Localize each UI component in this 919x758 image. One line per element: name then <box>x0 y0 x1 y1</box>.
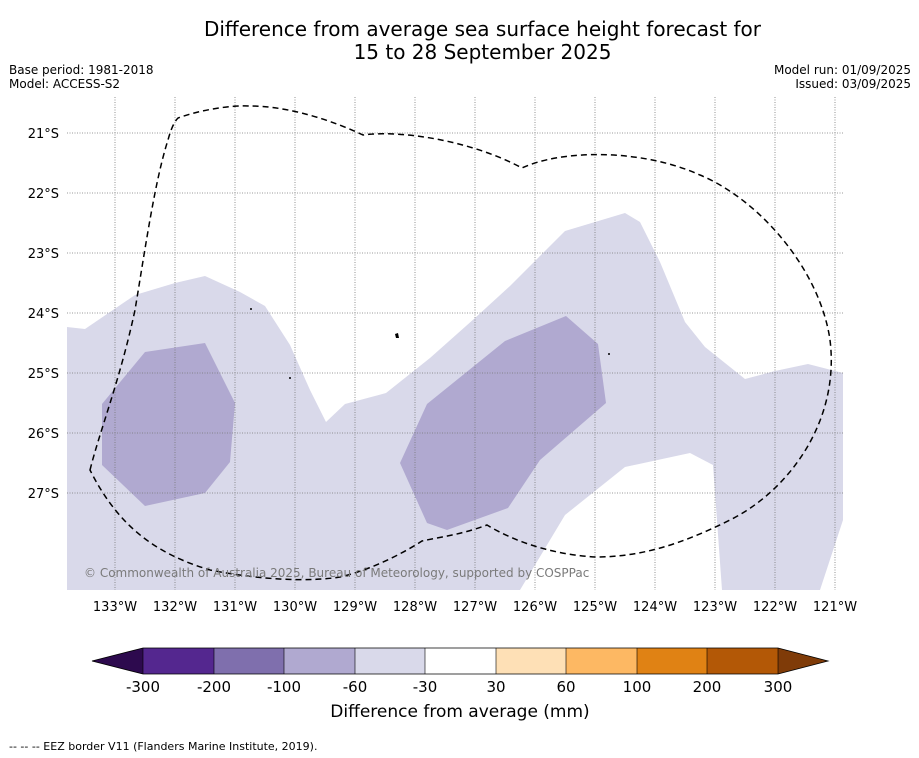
colorbar-label: Difference from average (mm) <box>330 702 590 722</box>
lon-label: 128°W <box>393 600 437 615</box>
colorbar-segment <box>355 648 425 674</box>
lat-label: 23°S <box>28 247 59 262</box>
anomaly-region-medium-central <box>400 316 606 530</box>
lon-label: 132°W <box>153 600 197 615</box>
colorbar-tick-label: -300 <box>126 678 160 696</box>
colorbar-extend-low <box>92 648 143 674</box>
colorbar-segment <box>496 648 566 674</box>
lon-label: 133°W <box>93 600 137 615</box>
lon-label: 121°W <box>813 600 857 615</box>
colorbar-tick-label: 60 <box>556 678 575 696</box>
colorbar-extend-high <box>778 648 828 674</box>
colorbar <box>91 647 830 675</box>
lon-label: 124°W <box>633 600 677 615</box>
island-marker <box>608 353 610 355</box>
lat-label: 21°S <box>28 127 59 142</box>
lon-label: 123°W <box>693 600 737 615</box>
colorbar-ticks: -300 -200 -100 -60 -30 30 60 100 200 300 <box>126 678 792 696</box>
lat-label: 24°S <box>28 307 59 322</box>
lat-label: 25°S <box>28 367 59 382</box>
eez-border <box>89 105 832 581</box>
colorbar-tick-label: -100 <box>267 678 301 696</box>
colorbar-segment <box>143 648 214 674</box>
forecast-field <box>67 213 843 590</box>
island-marker <box>250 308 252 310</box>
base-period: Base period: 1981-2018 <box>9 63 154 77</box>
lat-label: 26°S <box>28 427 59 442</box>
map-title: Difference from average sea surface heig… <box>140 18 825 64</box>
title-line-2: 15 to 28 September 2025 <box>353 40 612 64</box>
lon-label: 131°W <box>213 600 257 615</box>
gridlines <box>67 97 843 590</box>
colorbar-tick-label: -200 <box>197 678 231 696</box>
lat-axis-labels: 21°S 22°S 23°S 24°S 25°S 26°S 27°S <box>28 127 59 502</box>
eez-legend-note: -- -- -- EEZ border V11 (Flanders Marine… <box>9 740 318 753</box>
issued-date: Issued: 03/09/2025 <box>795 77 911 91</box>
copyright-watermark: © Commonwealth of Australia 2025, Bureau… <box>84 566 589 580</box>
colorbar-tick-label: -30 <box>413 678 438 696</box>
colorbar-segment <box>284 648 355 674</box>
island-marker <box>395 333 399 338</box>
meta-right: Model run: 01/09/2025 Issued: 03/09/2025 <box>774 63 911 91</box>
model-run: Model run: 01/09/2025 <box>773 63 911 77</box>
lat-label: 27°S <box>28 487 59 502</box>
island-marker <box>289 377 291 379</box>
colorbar-tick-label: 200 <box>693 678 722 696</box>
colorbar-tick-label: -60 <box>343 678 368 696</box>
lon-label: 129°W <box>333 600 377 615</box>
colorbar-dividers <box>142 648 779 674</box>
meta-left: Base period: 1981-2018 Model: ACCESS-S2 <box>9 63 154 91</box>
lon-axis-labels: 133°W 132°W 131°W 130°W 129°W 128°W 127°… <box>93 600 857 615</box>
title-line-1: Difference from average sea surface heig… <box>203 17 762 41</box>
colorbar-tick-label: 30 <box>486 678 505 696</box>
lat-label: 22°S <box>28 187 59 202</box>
colorbar-segment <box>566 648 637 674</box>
lon-label: 125°W <box>573 600 617 615</box>
lon-label: 127°W <box>453 600 497 615</box>
colorbar-tick-label: 100 <box>623 678 652 696</box>
colorbar-segment <box>637 648 707 674</box>
lon-label: 122°W <box>753 600 797 615</box>
anomaly-region-medium-west <box>102 343 235 506</box>
colorbar-segment <box>214 648 284 674</box>
colorbar-tick-label: 300 <box>764 678 793 696</box>
map-figure: 21°S 22°S 23°S 24°S 25°S 26°S 27°S 133°W… <box>28 97 857 696</box>
lon-label: 126°W <box>513 600 557 615</box>
lon-label: 130°W <box>273 600 317 615</box>
colorbar-segment <box>425 648 496 674</box>
colorbar-segment <box>707 648 778 674</box>
model-name: Model: ACCESS-S2 <box>9 77 121 91</box>
